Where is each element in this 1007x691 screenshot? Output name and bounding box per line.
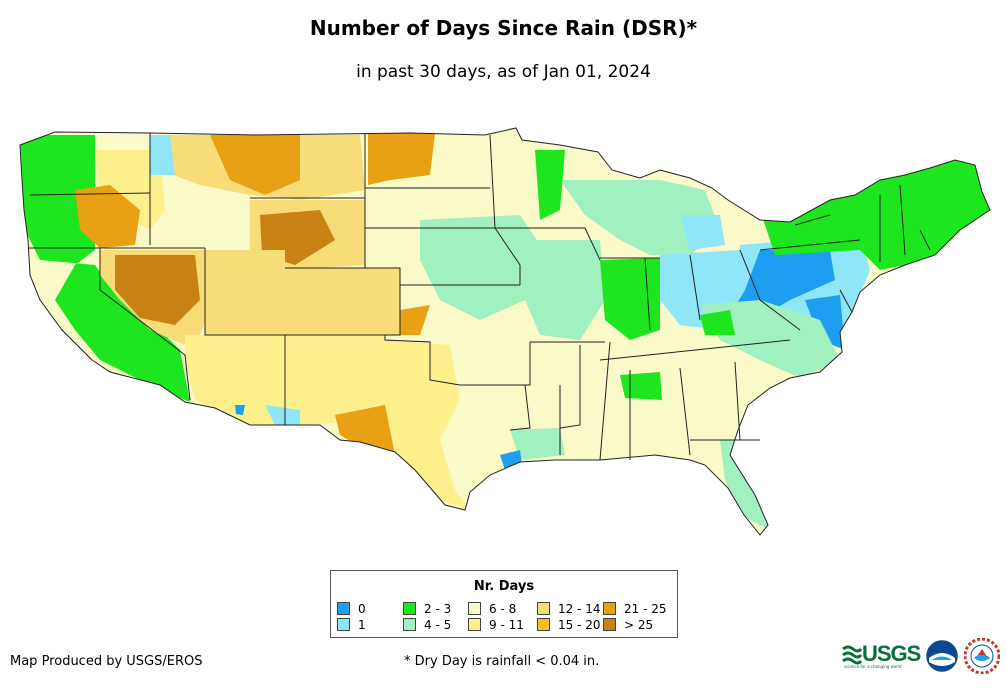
legend-item: 9 - 11 — [468, 618, 524, 632]
region-la-4-5 — [510, 428, 565, 460]
legend-swatch — [468, 618, 481, 631]
region-az-0 — [235, 405, 245, 415]
legend-label: 12 - 14 — [558, 602, 601, 616]
legend-swatch — [403, 618, 416, 631]
map-credit: Map Produced by USGS/EROS — [10, 654, 203, 669]
legend-item: 0 — [337, 602, 366, 616]
legend: Nr. Days 0 1 2 - 3 4 - 5 6 - 8 9 - 11 12… — [330, 570, 678, 638]
region-nd-21-25 — [368, 133, 435, 185]
legend-item: > 25 — [603, 618, 653, 632]
region-az-9-11 — [185, 335, 300, 425]
region-ia-4-5 — [520, 240, 605, 340]
legend-item: 12 - 14 — [537, 602, 601, 616]
noaa-logo[interactable] — [926, 640, 958, 672]
legend-item: 15 - 20 — [537, 618, 601, 632]
legend-item: 1 — [337, 618, 366, 632]
map-title: Number of Days Since Rain (DSR)* — [309, 16, 698, 40]
region-nw-9-11 — [95, 150, 165, 230]
legend-label: 0 — [358, 602, 366, 616]
usgs-wordmark: USGS — [862, 641, 921, 666]
region-id-1 — [150, 135, 175, 175]
region-il-2-3 — [600, 258, 660, 340]
legend-label: 9 - 11 — [489, 618, 524, 632]
dsr-fill — [20, 128, 990, 535]
usgs-logo[interactable]: USGS science for a changing world — [842, 641, 921, 669]
usgs-tagline: science for a changing world — [844, 664, 902, 669]
region-co-12-14 — [285, 268, 400, 335]
legend-swatch — [337, 602, 350, 615]
legend-label: 1 — [358, 618, 366, 632]
region-ut-12-14 — [200, 250, 285, 335]
legend-item: 2 - 3 — [403, 602, 451, 616]
region-mt-21-25 — [210, 135, 300, 195]
region-or-21-25 — [75, 185, 140, 248]
legend-label: 6 - 8 — [489, 602, 517, 616]
legend-swatch — [603, 618, 616, 631]
region-ms-2-3 — [620, 372, 662, 400]
legend-label: > 25 — [624, 618, 654, 632]
region-mn-2-3 — [535, 150, 565, 220]
map-subtitle: in past 30 days, as of Jan 01, 2024 — [356, 62, 651, 82]
legend-label: 15 - 20 — [558, 618, 601, 632]
region-mi-1 — [680, 215, 725, 250]
legend-swatch — [537, 618, 550, 631]
legend-swatch — [537, 602, 550, 615]
usgs-waves-icon — [842, 645, 862, 665]
state-borders — [19, 127, 991, 536]
region-nm-9-11 — [285, 335, 385, 425]
legend-label: 2 - 3 — [424, 602, 452, 616]
region-northeast-2-3 — [760, 150, 990, 270]
region-az-nm-1 — [265, 405, 300, 428]
nws-logo[interactable] — [964, 638, 1000, 674]
region-ky-2-3 — [700, 310, 735, 335]
legend-swatch — [468, 602, 481, 615]
legend-swatch — [403, 602, 416, 615]
region-ne-4-5 — [420, 215, 540, 320]
legend-item: 4 - 5 — [403, 618, 451, 632]
legend-label: 21 - 25 — [624, 602, 667, 616]
region-tx-21-25 — [335, 405, 395, 455]
region-va-4-5 — [700, 300, 840, 378]
legend-item: 6 - 8 — [468, 602, 516, 616]
legend-swatch — [603, 602, 616, 615]
region-glakes-4-5 — [560, 180, 720, 255]
legend-item: 21 - 25 — [603, 602, 667, 616]
legend-title: Nr. Days — [473, 579, 535, 594]
region-pacific-2-3 — [20, 135, 190, 402]
legend-label: 4 - 5 — [424, 618, 452, 632]
region-nv-25plus — [115, 255, 200, 325]
legend-swatch — [337, 618, 350, 631]
region-md-0 — [805, 295, 845, 350]
region-ks-21-25 — [400, 305, 430, 335]
dry-day-footnote: * Dry Day is rainfall < 0.04 in. — [404, 654, 600, 669]
